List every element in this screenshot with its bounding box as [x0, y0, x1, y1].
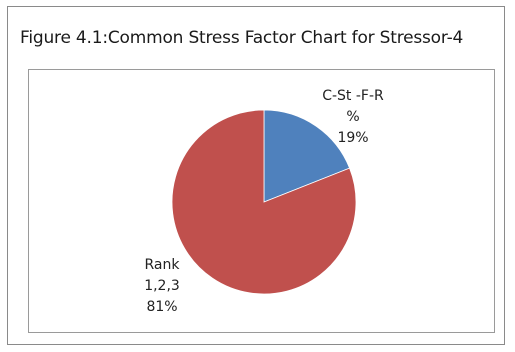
pie-slice-0	[263, 109, 351, 203]
slice-label-line-1: C-St -F-R	[322, 88, 384, 104]
slice-label-c-st-f-r: C-St -F-R % 19%	[313, 86, 393, 149]
chart-title: Figure 4.1:Common Stress Factor Chart fo…	[20, 28, 464, 48]
slice-label-line-2: 1,2,3	[144, 278, 180, 294]
slice-label-line-1: Rank	[144, 257, 180, 273]
slice-label-rank: Rank 1,2,3 81%	[131, 255, 193, 318]
slice-label-line-2: %	[346, 109, 360, 125]
slice-percent: 81%	[146, 299, 178, 315]
pie-slice-1	[171, 109, 357, 295]
slice-percent: 19%	[337, 130, 369, 146]
